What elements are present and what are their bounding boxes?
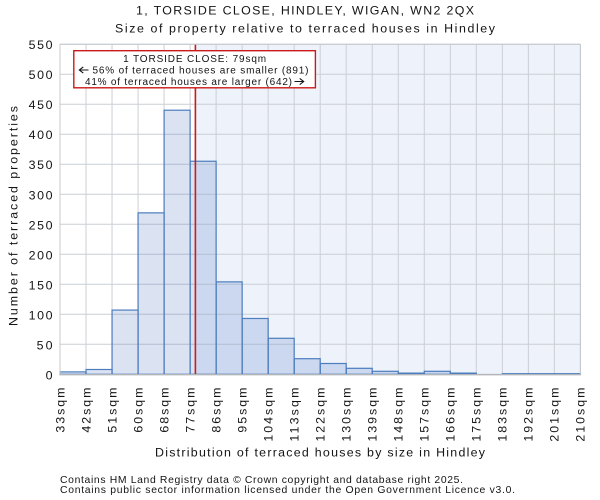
svg-text:104sqm: 104sqm <box>261 388 275 442</box>
svg-text:192sqm: 192sqm <box>522 388 536 442</box>
svg-text:33sqm: 33sqm <box>53 388 67 433</box>
svg-text:60sqm: 60sqm <box>131 388 145 433</box>
svg-text:130sqm: 130sqm <box>340 388 354 442</box>
svg-text:400: 400 <box>29 128 53 142</box>
svg-text:150: 150 <box>29 278 53 292</box>
svg-text:450: 450 <box>29 98 53 112</box>
svg-text:Distribution of terraced house: Distribution of terraced houses by size … <box>155 446 486 460</box>
svg-text:201sqm: 201sqm <box>548 388 562 442</box>
svg-text:183sqm: 183sqm <box>496 388 510 442</box>
svg-text:68sqm: 68sqm <box>157 388 171 433</box>
svg-text:550: 550 <box>29 38 53 52</box>
svg-text:300: 300 <box>29 188 53 202</box>
svg-text:113sqm: 113sqm <box>287 388 301 442</box>
svg-text:Contains HM Land Registry data: Contains HM Land Registry data © Crown c… <box>60 475 463 486</box>
svg-text:250: 250 <box>29 218 53 232</box>
svg-text:139sqm: 139sqm <box>366 388 380 442</box>
svg-text:86sqm: 86sqm <box>209 388 223 433</box>
svg-text:41% of terraced houses are lar: 41% of terraced houses are larger (642) <box>85 77 292 88</box>
svg-text:1 TORSIDE CLOSE: 79sqm: 1 TORSIDE CLOSE: 79sqm <box>123 54 266 65</box>
svg-text:166sqm: 166sqm <box>444 388 458 442</box>
svg-text:95sqm: 95sqm <box>235 388 249 433</box>
svg-text:200: 200 <box>29 248 53 262</box>
svg-text:175sqm: 175sqm <box>470 388 484 442</box>
svg-text:100: 100 <box>29 308 53 322</box>
svg-text:0: 0 <box>46 368 53 382</box>
svg-text:Number of terraced properties: Number of terraced properties <box>7 106 21 326</box>
svg-text:500: 500 <box>29 68 53 82</box>
svg-text:56% of terraced houses are sma: 56% of terraced houses are smaller (891) <box>93 66 309 77</box>
svg-text:122sqm: 122sqm <box>314 388 328 442</box>
svg-text:51sqm: 51sqm <box>105 388 119 433</box>
svg-text:77sqm: 77sqm <box>183 388 197 433</box>
svg-text:42sqm: 42sqm <box>79 388 93 433</box>
svg-text:148sqm: 148sqm <box>392 388 406 442</box>
svg-text:Contains public sector informa: Contains public sector information licen… <box>60 485 515 496</box>
svg-text:350: 350 <box>29 158 53 172</box>
svg-text:Size of property relative to t: Size of property relative to terraced ho… <box>115 22 496 36</box>
svg-text:157sqm: 157sqm <box>418 388 432 442</box>
svg-text:210sqm: 210sqm <box>574 388 588 442</box>
